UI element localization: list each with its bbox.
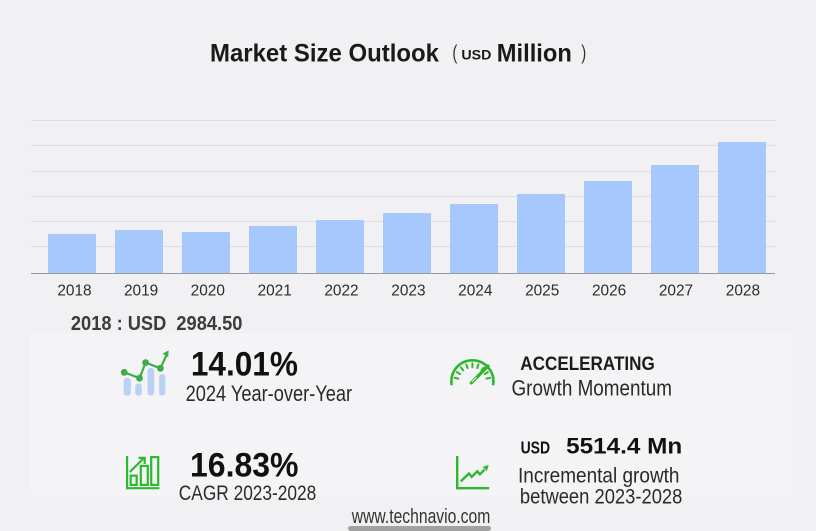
svg-text:(: ( xyxy=(452,43,457,65)
svg-text:5514.4 Mn: 5514.4 Mn xyxy=(566,434,682,459)
svg-text:USD: USD xyxy=(461,47,491,63)
svg-text:2028: 2028 xyxy=(726,282,760,299)
svg-text:14.01%: 14.01% xyxy=(191,346,298,384)
svg-text:between 2023-2028: between 2023-2028 xyxy=(520,486,683,509)
svg-text:2018 : USD 2984.50: 2018 : USD 2984.50 xyxy=(71,312,243,335)
svg-text:2022: 2022 xyxy=(324,282,358,299)
svg-text:2019: 2019 xyxy=(124,282,158,299)
svg-text:2026: 2026 xyxy=(592,282,626,299)
svg-text:www.technavio.com: www.technavio.com xyxy=(351,506,490,528)
svg-text:): ) xyxy=(581,43,586,65)
svg-text:2020: 2020 xyxy=(191,282,225,299)
svg-text:ACCELERATING: ACCELERATING xyxy=(520,353,655,375)
svg-text:Incremental growth: Incremental growth xyxy=(518,464,680,487)
svg-text:2021: 2021 xyxy=(258,282,292,299)
svg-text:2018: 2018 xyxy=(57,282,91,299)
svg-text:CAGR 2023-2028: CAGR 2023-2028 xyxy=(179,481,317,505)
svg-text:2024 Year-over-Year: 2024 Year-over-Year xyxy=(186,381,353,406)
svg-text:Growth Momentum: Growth Momentum xyxy=(512,376,673,401)
svg-text:2024: 2024 xyxy=(458,282,493,299)
svg-text:2023: 2023 xyxy=(391,282,425,299)
svg-text:2025: 2025 xyxy=(525,282,559,299)
svg-text:USD: USD xyxy=(521,437,551,457)
svg-text:2027: 2027 xyxy=(659,282,693,299)
svg-text:Million: Million xyxy=(497,39,572,67)
svg-text:Market Size Outlook: Market Size Outlook xyxy=(210,39,439,67)
svg-text:16.83%: 16.83% xyxy=(190,447,299,485)
